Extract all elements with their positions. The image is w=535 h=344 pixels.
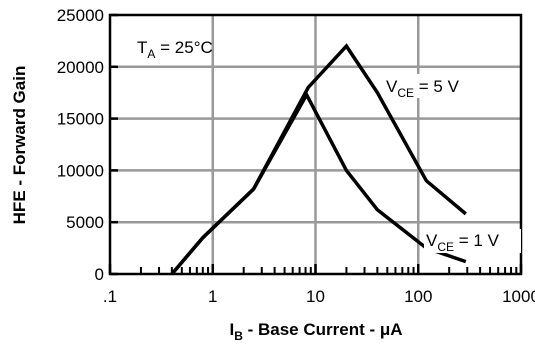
x-tick-label: 100 (404, 287, 432, 306)
x-tick-label: 10 (306, 287, 325, 306)
y-tick-label: 20000 (57, 58, 104, 77)
x-axis-title-main: I (229, 320, 234, 339)
series-label-vce-1v-sub: CE (437, 240, 454, 254)
x-tick-label: 1000 (502, 287, 535, 306)
temperature-annotation-rest: = 25°C (155, 38, 212, 57)
y-tick-labels: 0 5000 10000 15000 20000 25000 (57, 6, 104, 284)
x-tick-labels: .1 1 10 100 1000 (103, 287, 535, 306)
temperature-annotation: TA = 25°C (137, 38, 213, 61)
series-label-vce-1v-rest: = 1 V (454, 231, 500, 250)
y-tick-label: 10000 (57, 161, 104, 180)
series-label-vce-1v-text: VCE = 1 V (426, 231, 500, 254)
x-axis-title: IB - Base Current - μA (229, 320, 402, 343)
x-tick-label: 1 (208, 287, 217, 306)
series-label-vce-5v-sub: CE (397, 86, 414, 100)
series-lines (170, 43, 467, 276)
series-label-vce-5v: VCE = 5 V (384, 74, 488, 100)
series-label-vce-1v-main: V (426, 231, 438, 250)
series-label-vce-5v-bg (384, 74, 488, 98)
series-label-vce-5v-rest: = 5 V (414, 77, 460, 96)
temperature-annotation-main: T (137, 38, 147, 57)
x-axis-title-rest: - Base Current - μA (243, 320, 403, 339)
y-tick-label: 15000 (57, 110, 104, 129)
y-tick-label: 0 (95, 265, 104, 284)
plot-frame (108, 13, 523, 276)
y-axis-title: HFE - Forward Gain (10, 66, 29, 225)
x-tick-label: .1 (103, 287, 117, 306)
series-label-vce-1v-bg (424, 229, 521, 253)
temperature-annotation-sub: A (147, 47, 155, 61)
grid (110, 15, 521, 274)
series-label-vce-5v-text: VCE = 5 V (386, 77, 460, 100)
y-tick-label: 25000 (57, 6, 104, 25)
series-label-vce-5v-main: V (386, 77, 398, 96)
x-axis-title-sub: B (234, 329, 243, 343)
y-tick-label: 5000 (66, 213, 104, 232)
series-line-vce-1v (170, 91, 467, 276)
series-label-vce-1v: VCE = 1 V (424, 229, 521, 254)
